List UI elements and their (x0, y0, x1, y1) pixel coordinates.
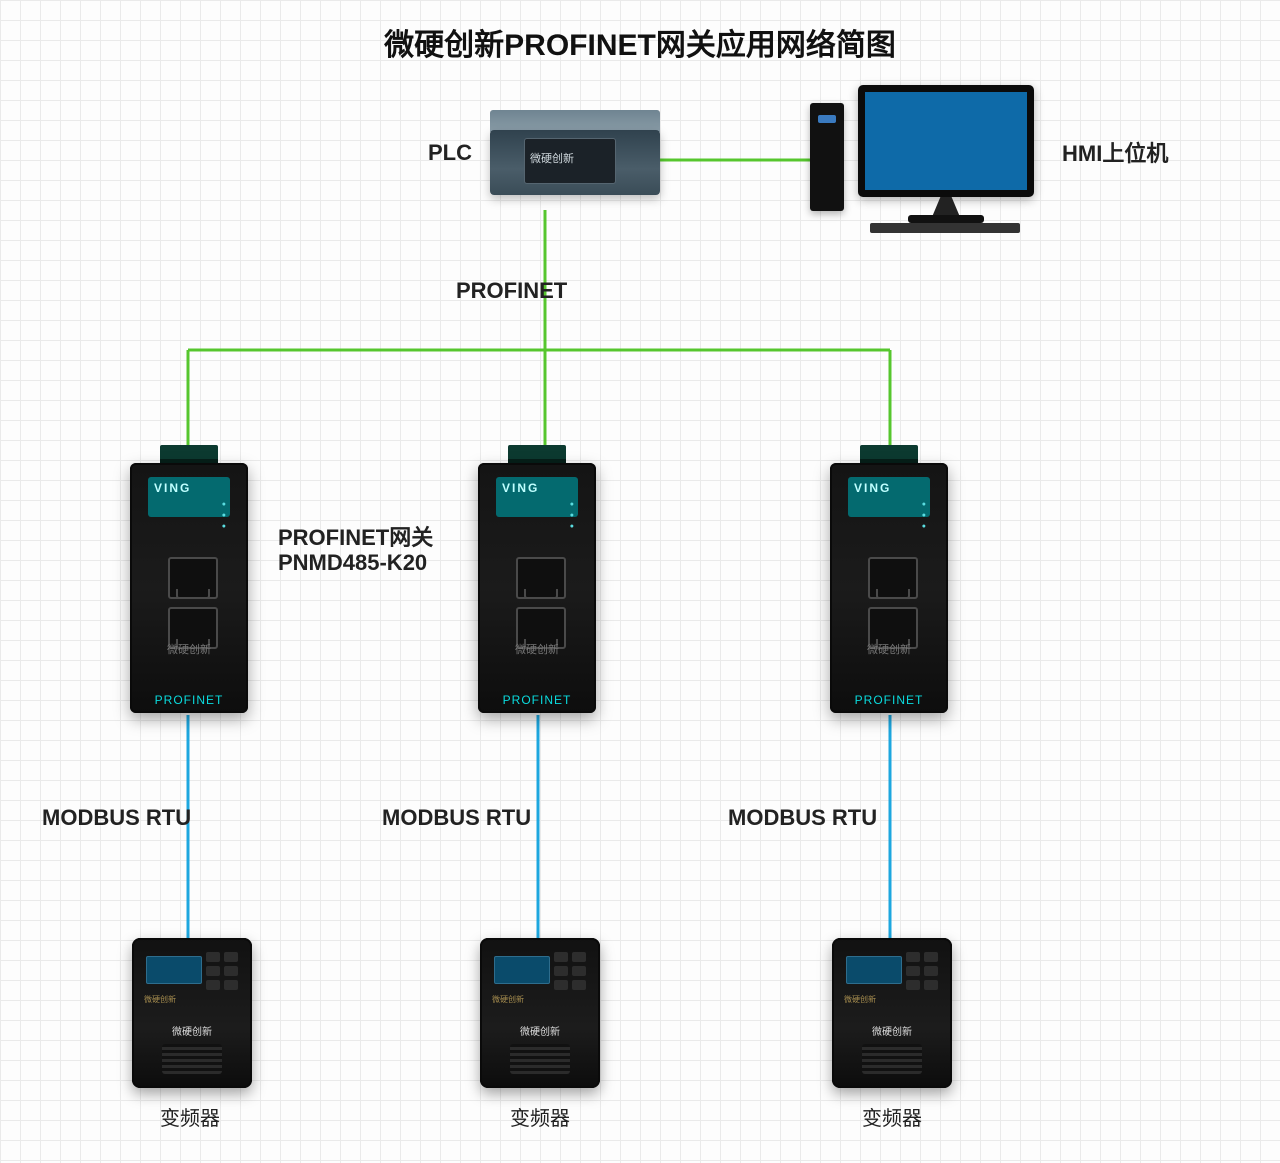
vfd-brand: 微硬创新 (144, 994, 176, 1005)
gateway-label-line1: PROFINET网关 (278, 520, 433, 552)
gateway-label-line2: PNMD485-K20 (278, 550, 427, 576)
plc-device: 微硬创新 (490, 100, 660, 210)
vfd-watermark: 微硬创新 (832, 1023, 952, 1038)
gateway-watermark: 微硬创新 (830, 641, 948, 657)
hmi-label: HMI上位机 (1062, 136, 1168, 168)
gateway-1: VING ●●● 微硬创新 PROFINET (130, 445, 248, 715)
plc-label: PLC (428, 140, 472, 166)
gateway-header-text: VING (848, 477, 930, 517)
gateway-footer-text: PROFINET (130, 693, 248, 707)
vfd-label-3: 变频器 (862, 1102, 922, 1131)
vfd-2: 微硬创新 微硬创新 (480, 938, 600, 1088)
profinet-label: PROFINET (456, 278, 567, 304)
vfd-label-2: 变频器 (510, 1102, 570, 1131)
vfd-brand: 微硬创新 (844, 994, 876, 1005)
modbus-label-1: MODBUS RTU (42, 805, 191, 831)
diagram-title: 微硬创新PROFINET网关应用网络简图 (0, 20, 1280, 64)
ethernet-port-icon (868, 557, 918, 599)
vfd-1: 微硬创新 微硬创新 (132, 938, 252, 1088)
gateway-watermark: 微硬创新 (478, 641, 596, 657)
vfd-watermark: 微硬创新 (132, 1023, 252, 1038)
gateway-footer-text: PROFINET (830, 693, 948, 707)
modbus-label-3: MODBUS RTU (728, 805, 877, 831)
vfd-3: 微硬创新 微硬创新 (832, 938, 952, 1088)
hmi-device (810, 85, 1040, 235)
vfd-watermark: 微硬创新 (480, 1023, 600, 1038)
gateway-2: VING ●●● 微硬创新 PROFINET (478, 445, 596, 715)
ethernet-port-icon (516, 557, 566, 599)
modbus-label-2: MODBUS RTU (382, 805, 531, 831)
vfd-label-1: 变频器 (160, 1102, 220, 1131)
gateway-header-text: VING (496, 477, 578, 517)
vfd-brand: 微硬创新 (492, 994, 524, 1005)
gateway-watermark: 微硬创新 (130, 641, 248, 657)
gateway-3: VING ●●● 微硬创新 PROFINET (830, 445, 948, 715)
ethernet-port-icon (168, 557, 218, 599)
gateway-header-text: VING (148, 477, 230, 517)
plc-watermark: 微硬创新 (530, 150, 574, 166)
gateway-footer-text: PROFINET (478, 693, 596, 707)
